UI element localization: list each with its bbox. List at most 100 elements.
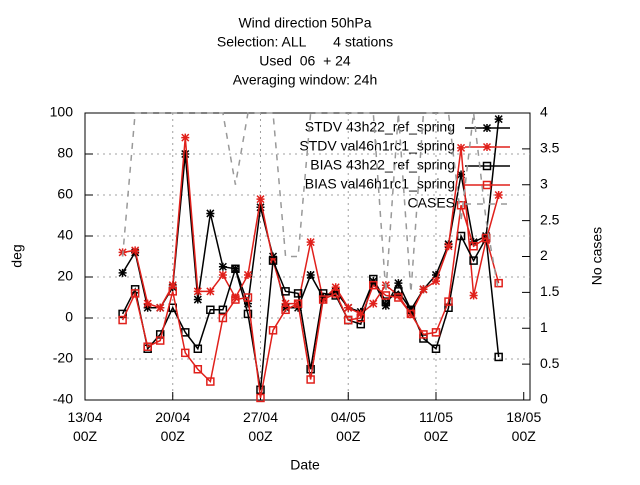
legend-label: CASES — [408, 195, 455, 211]
data-point — [193, 365, 203, 374]
series-line — [121, 112, 500, 293]
data-point — [394, 293, 403, 302]
data-point — [281, 305, 290, 315]
series-line — [121, 233, 500, 390]
data-point — [318, 289, 328, 298]
chart-title: Selection: ALL 4 stations — [217, 34, 393, 50]
y2-axis-label: No cases — [589, 227, 605, 285]
data-point — [456, 201, 466, 210]
data-point — [331, 283, 340, 292]
data-point — [193, 287, 202, 296]
data-point — [268, 326, 278, 335]
data-point — [168, 281, 177, 290]
data-point — [482, 123, 492, 133]
data-point — [231, 293, 240, 302]
y-tick-label: 80 — [57, 145, 73, 161]
data-point — [206, 209, 215, 218]
data-point — [457, 170, 466, 179]
data-point — [168, 287, 177, 296]
data-point — [218, 313, 228, 323]
data-point — [130, 289, 140, 298]
chart-title: Averaging window: 24h — [233, 72, 378, 88]
y-axis-label: deg — [9, 244, 25, 267]
data-point — [256, 195, 265, 204]
legend-label: STDV val46h1rc1_spring — [299, 138, 455, 154]
x-tick-label: 18/05 00Z — [506, 409, 541, 444]
data-point — [181, 348, 190, 358]
data-point — [356, 313, 366, 323]
data-point — [181, 149, 190, 159]
x-tick-label: 13/04 00Z — [67, 409, 102, 444]
y2-tick-label: 2.5 — [540, 211, 560, 227]
y-tick-label: 0 — [65, 309, 73, 325]
chart-title: Wind direction 50hPa — [238, 15, 371, 31]
y2-tick-label: 2 — [540, 247, 548, 263]
data-point — [293, 299, 303, 308]
data-point — [394, 279, 403, 288]
data-point — [143, 303, 152, 312]
data-point — [494, 352, 503, 362]
data-point — [469, 242, 478, 251]
data-point — [494, 278, 503, 288]
y2-tick-label: 1 — [540, 319, 548, 335]
data-point — [231, 295, 240, 304]
data-point — [494, 115, 503, 124]
data-point — [419, 330, 428, 339]
data-point — [482, 142, 492, 152]
data-point — [256, 393, 265, 403]
y2-tick-label: 0 — [540, 391, 548, 407]
data-point — [256, 203, 265, 212]
x-axis-label: Date — [290, 457, 320, 473]
data-point — [268, 256, 278, 265]
data-point — [243, 299, 252, 308]
y-tick-label: 100 — [50, 104, 74, 120]
data-point — [155, 336, 165, 345]
y2-tick-label: 4 — [540, 104, 548, 120]
data-point — [469, 291, 478, 300]
x-tick-label: 04/05 00Z — [331, 409, 366, 444]
data-point — [419, 285, 428, 294]
data-point — [369, 280, 378, 290]
data-point — [306, 365, 315, 374]
data-point — [431, 270, 441, 279]
data-point — [193, 344, 203, 353]
y-tick-label: 20 — [57, 268, 73, 284]
legend-label: STDV 43h22_ref_spring — [305, 119, 455, 135]
data-point — [118, 315, 127, 325]
data-point — [369, 274, 378, 284]
data-point — [331, 289, 340, 298]
data-point — [381, 291, 391, 300]
x-tick-label: 27/04 00Z — [243, 409, 278, 444]
data-point — [281, 303, 290, 312]
data-point — [318, 295, 328, 304]
data-point — [482, 231, 491, 241]
y2-tick-label: 1.5 — [540, 283, 560, 299]
data-point — [306, 238, 315, 247]
legend-label: BIAS 43h22_ref_spring — [310, 157, 455, 173]
y2-tick-label: 3 — [540, 175, 548, 191]
x-tick-label: 11/05 00Z — [419, 409, 453, 444]
data-point — [156, 303, 165, 312]
y-tick-label: 40 — [57, 227, 73, 243]
data-point — [431, 328, 441, 337]
chart-title: Used 06 + 24 — [259, 53, 351, 69]
data-point — [293, 289, 303, 298]
data-point — [181, 133, 190, 142]
data-point — [356, 319, 366, 329]
data-point — [131, 246, 140, 255]
data-point — [482, 180, 492, 190]
y2-tick-label: 3.5 — [540, 140, 560, 156]
data-point — [281, 287, 290, 296]
data-point — [406, 309, 416, 319]
y-tick-label: 60 — [57, 186, 73, 202]
data-point — [206, 287, 215, 296]
legend-label: BIAS val46h1rc1_spring — [305, 176, 455, 192]
data-point — [431, 344, 441, 353]
data-point — [243, 293, 253, 302]
data-point — [482, 161, 492, 171]
data-point — [243, 270, 252, 279]
y-tick-label: -20 — [53, 350, 73, 366]
data-point — [494, 190, 503, 200]
data-point — [431, 277, 441, 286]
